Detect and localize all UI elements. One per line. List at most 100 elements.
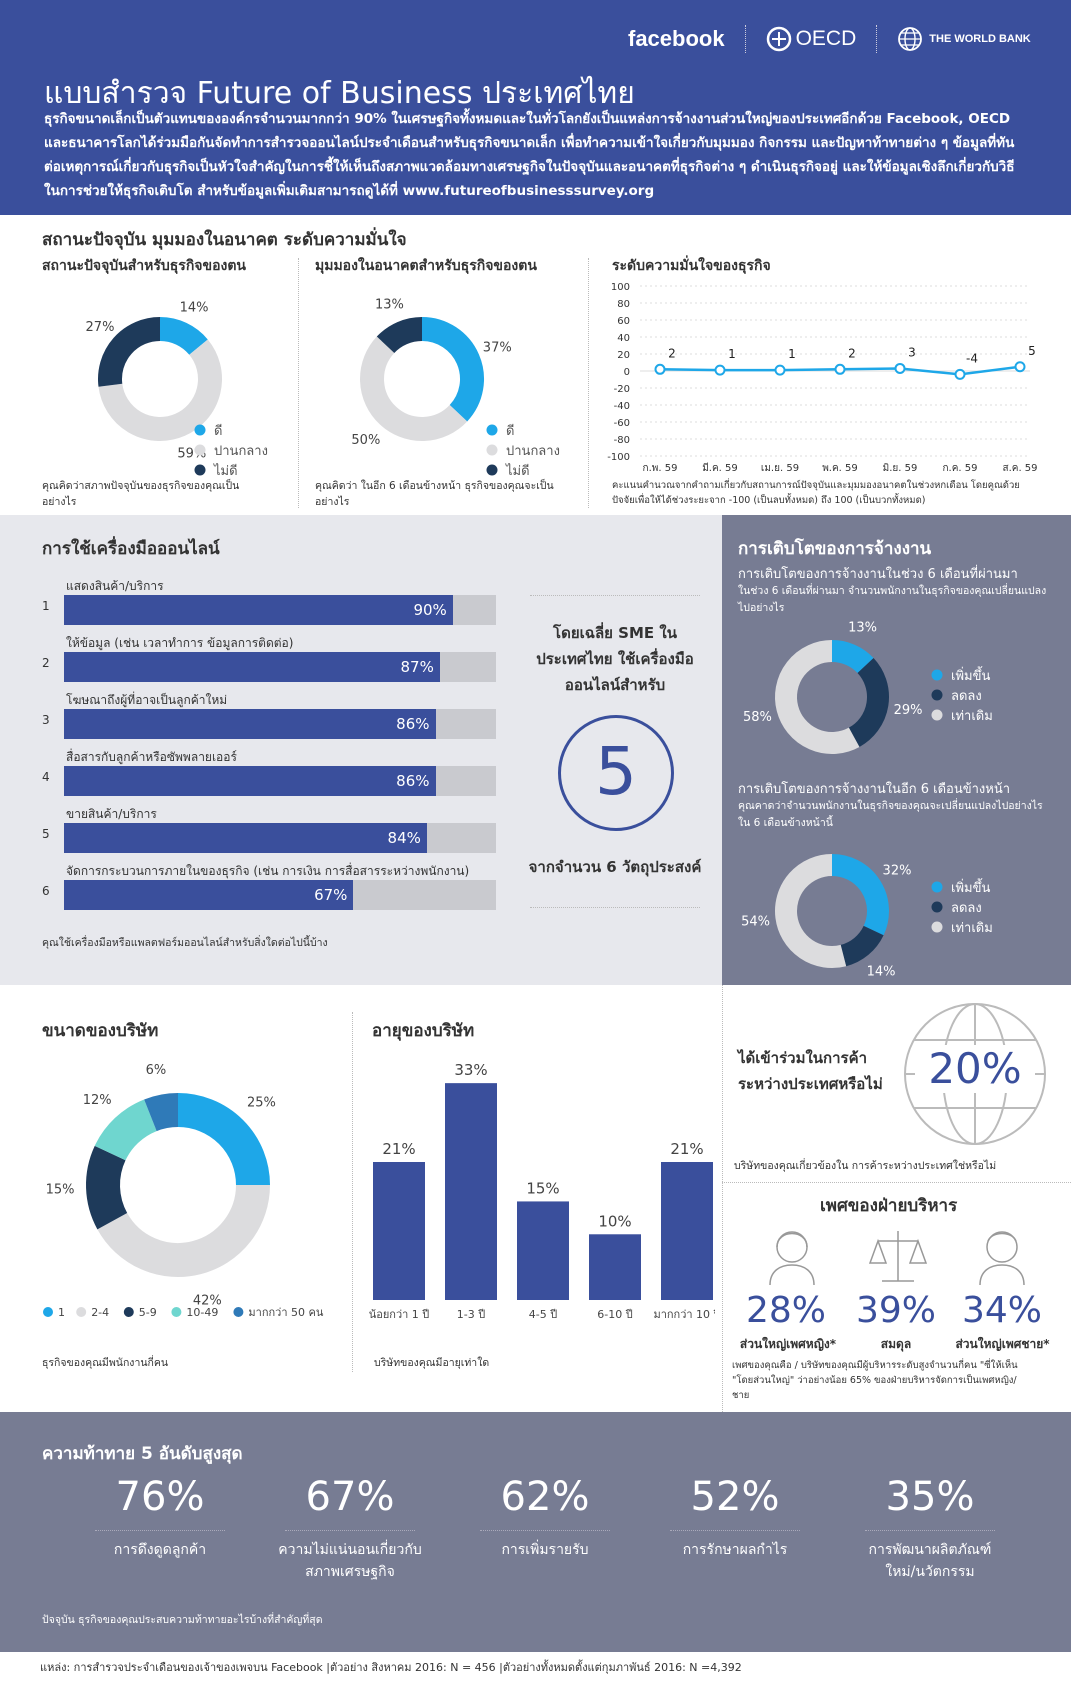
online-tools-panel: การใช้เครื่องมือออนไลน์ แสดงสินค้า/บริกา…: [0, 515, 722, 985]
line-point: [834, 363, 846, 375]
divider: [95, 1530, 225, 1531]
legend-label: 2-4: [91, 1306, 109, 1319]
age-category-label: มากกว่า 10 ปี: [653, 1308, 715, 1321]
confidence-title: ระดับความมั่นใจของธุรกิจ: [612, 258, 771, 274]
donut-slice-1: [831, 640, 874, 674]
legend-swatch: [486, 424, 498, 436]
donut-label-4: 12%: [83, 1093, 112, 1108]
employment-future-title: การเติบโตของการจ้างงานในอีก 6 เดือนข้างห…: [738, 782, 1011, 797]
challenge-5-label: การพัฒนาผลิตภัณฑ์ ใหม่/นวัตกรรม: [868, 1542, 992, 1580]
x-tick-label: ส.ค. 59: [1002, 463, 1037, 474]
bar-fill: 90%: [64, 595, 453, 625]
y-tick-label: 80: [617, 299, 630, 310]
challenge-3-label: การเพิ่มรายรับ: [501, 1542, 589, 1558]
age-category-label: น้อยกว่า 1 ปี: [369, 1308, 430, 1321]
y-tick-label: -40: [614, 401, 630, 412]
point-label: 3: [908, 345, 916, 359]
legend-label: ไม่ดี: [213, 463, 238, 479]
avg-number-circle: 5: [558, 715, 674, 831]
challenge-3-value: 62%: [500, 1474, 590, 1520]
divider: [298, 258, 299, 508]
divider: [722, 1182, 1071, 1183]
bar-fill: 67%: [64, 880, 354, 910]
legend-label: ไม่ดี: [505, 463, 530, 479]
donut-slice-1: [421, 317, 484, 422]
donut-label-1: 32%: [883, 864, 912, 879]
gender-female-value: 28%: [746, 1290, 827, 1331]
size-note: ธุรกิจของคุณมีพนักงานกี่คน: [42, 1357, 169, 1369]
bar-fill: 84%: [64, 823, 427, 853]
donut-slice-1: [831, 854, 889, 936]
gender-note: เพศของคุณคือ / บริษัทของคุณมีผู้บริหารระ…: [732, 1360, 1018, 1401]
point-label: 2: [668, 346, 676, 360]
bar-rank-number: 3: [42, 713, 50, 727]
challenge-2-label: ความไม่แน่นอนเกี่ยวกับ สภาพเศรษฐกิจ: [278, 1542, 422, 1580]
bar-rank-number: 6: [42, 884, 50, 898]
confidence-note: คะแนนคำนวณจากคำถามเกี่ยวกับสถานการณ์ปัจจ…: [612, 480, 1020, 506]
legend-label: เพิ่มขึ้น: [951, 666, 990, 684]
future-note: คุณคิดว่า ในอีก 6 เดือนข้างหน้า ธุรกิจขอ…: [315, 480, 554, 508]
age-bar: [517, 1201, 569, 1300]
source-footer: แหล่ง: การสำรวจประจำเดือนของเจ้าของเพจบน…: [40, 1661, 742, 1674]
legend-swatch: [931, 901, 943, 913]
line-point: [1014, 361, 1026, 373]
oecd-logo: OECD: [766, 26, 856, 52]
challenge-2-value: 67%: [305, 1474, 395, 1520]
legend-label: ปานกลาง: [506, 444, 560, 459]
point-label: 2: [848, 346, 856, 360]
age-category-label: 4-5 ปี: [529, 1308, 557, 1321]
challenge-1-value: 76%: [115, 1474, 205, 1520]
challenge-4-value: 52%: [690, 1474, 780, 1520]
online-tools-bar-chart: แสดงสินค้า/บริการ 1 90% ให้ข้อมูล (เช่น เวล…: [40, 577, 500, 927]
header-banner: facebook OECD THE WORLD BANK แบบสำรวจ Fu…: [0, 0, 1071, 215]
donut-slice-3: [86, 1145, 128, 1230]
company-size-donut: 25% 42% 15% 12% 6% 1 2-4 5-9 10-49 มากกว่า 50 คน: [43, 1063, 324, 1319]
donut-label-3: 13%: [375, 298, 404, 313]
section1-title: สถานะปัจจุบัน มุมมองในอนาคต ระดับความมั่…: [42, 230, 407, 250]
trade-value: 20%: [915, 1045, 1035, 1093]
age-bar: [661, 1162, 713, 1300]
donut-slice-3: [98, 317, 161, 387]
gender-male-value: 34%: [962, 1290, 1043, 1331]
employment-panel: การเติบโตของการจ้างงาน การเติบโตของการจ้…: [722, 515, 1071, 985]
legend-swatch: [486, 464, 498, 476]
x-tick-label: ก.พ. 59: [643, 463, 678, 474]
y-tick-label: 60: [617, 316, 630, 327]
age-bar-label: 10%: [598, 1212, 631, 1230]
avg-sub: จากจำนวน 6 วัตถุประสงค์: [528, 858, 702, 876]
employment-past-title: การเติบโตของการจ้างงานในช่วง 6 เดือนที่ผ…: [738, 567, 1018, 582]
donut-slice-3: [376, 317, 423, 354]
age-category-label: 6-10 ปี: [597, 1308, 632, 1321]
employment-future-note: คุณคาดว่าจำนวนพนักงานในธุรกิจของคุณจะเปล…: [738, 800, 1043, 829]
donut-slice-5: [144, 1093, 179, 1132]
x-tick-label: พ.ค. 59: [822, 463, 858, 474]
donut-slice-2: [360, 336, 468, 441]
donut-slice-3: [775, 854, 847, 968]
donut-label-1: 37%: [483, 340, 512, 355]
trade-note: บริษัทของคุณเกี่ยวข้องใน การค้าระหว่างปร…: [734, 1160, 997, 1172]
legend-swatch: [931, 689, 943, 701]
confidence-line-chart: 100 80 60 40 20 0 -20 -40 -60 -80 -100 2 ก.พ. 59 1 มี.…: [607, 282, 1037, 474]
y-tick-label: -80: [614, 435, 630, 446]
legend-swatch: [194, 424, 206, 436]
age-bar: [445, 1083, 497, 1300]
donut-slice-2: [840, 925, 884, 967]
age-bar-label: 21%: [670, 1140, 703, 1158]
legend-label: ปานกลาง: [214, 444, 268, 459]
legend-label: 10-49: [186, 1306, 218, 1319]
challenge-1-label: การดึงดูดลูกค้า: [113, 1542, 207, 1558]
bar-category-label: แสดงสินค้า/บริการ: [66, 579, 164, 593]
current-note: คุณคิดว่าสภาพปัจจุบันของธุรกิจของคุณเป็น…: [42, 480, 240, 508]
legend-label: เท่าเดิม: [951, 709, 993, 724]
logo-divider: [744, 25, 746, 53]
donut-slice-2: [97, 1184, 270, 1277]
divider: [722, 985, 723, 1412]
divider: [530, 595, 700, 596]
female-person-icon: [769, 1231, 815, 1286]
bar-rank-number: 5: [42, 827, 50, 841]
point-label: 5: [1028, 344, 1036, 358]
bar-category-label: สื่อสารกับลูกค้าหรือซัพพลายเออร์: [66, 750, 237, 764]
donut-slice-2: [848, 657, 889, 747]
donut-slice-3: [775, 640, 860, 754]
